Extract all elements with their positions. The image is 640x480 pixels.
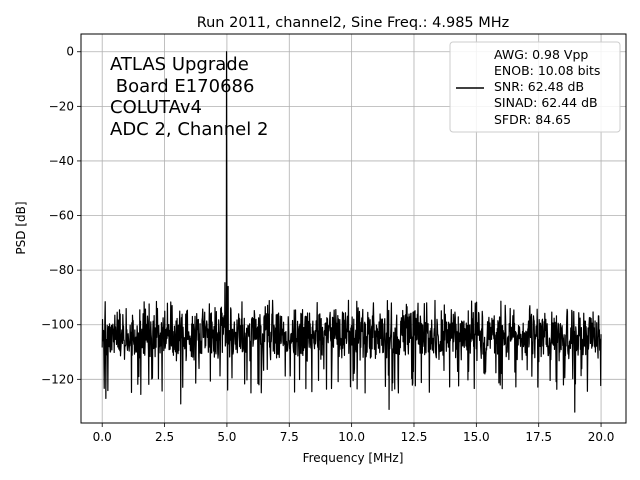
plot-frame	[80, 33, 627, 424]
y-tick-label: −20	[49, 99, 74, 113]
annotation-line: ADC 2, Channel 2	[110, 119, 268, 140]
x-axis-ticks: 0.0 2.5 5.0 7.5 10.0 12.5 15.0 17.5 20.0	[93, 423, 615, 444]
y-tick-label: −40	[49, 154, 74, 168]
annotation-line: Board E170686	[110, 76, 254, 97]
x-tick-label: 15.0	[463, 430, 490, 444]
annotation-block: ATLAS Upgrade Board E170686 COLUTAv4 ADC…	[110, 54, 268, 140]
y-axis-ticks: 0 −20 −40 −60 −80 −100 −120	[41, 45, 81, 386]
x-axis-label: Frequency [MHz]	[303, 451, 404, 465]
y-tick-label: 0	[66, 45, 74, 59]
y-tick-label: −120	[41, 372, 74, 386]
x-tick-label: 12.5	[401, 430, 428, 444]
y-axis-label: PSD [dB]	[14, 201, 28, 254]
legend-entry: ENOB: 10.08 bits	[494, 63, 600, 78]
legend-entry: SINAD: 62.44 dB	[494, 95, 598, 110]
chart-title: Run 2011, channel2, Sine Freq.: 4.985 MH…	[197, 15, 510, 31]
y-tick-label: −100	[41, 318, 74, 332]
y-tick-label: −60	[49, 209, 74, 223]
legend-box	[449, 41, 621, 133]
x-tick-label: 2.5	[155, 430, 174, 444]
y-tick-label: −80	[49, 263, 74, 277]
x-tick-label: 0.0	[93, 430, 112, 444]
psd-series-line	[101, 51, 602, 413]
x-tick-label: 7.5	[280, 430, 299, 444]
legend: AWG: 0.98 Vpp ENOB: 10.08 bits SNR: 62.4…	[449, 41, 621, 133]
annotation-line: ATLAS Upgrade	[110, 54, 249, 75]
x-tick-label: 10.0	[338, 430, 365, 444]
x-tick-label: 20.0	[588, 430, 615, 444]
legend-entry: SNR: 62.48 dB	[494, 79, 584, 94]
legend-entry: SFDR: 84.65	[494, 112, 571, 127]
annotation-line: COLUTAv4	[110, 97, 202, 118]
x-tick-label: 5.0	[217, 430, 236, 444]
legend-entry: AWG: 0.98 Vpp	[494, 47, 588, 62]
x-tick-label: 17.5	[525, 430, 552, 444]
